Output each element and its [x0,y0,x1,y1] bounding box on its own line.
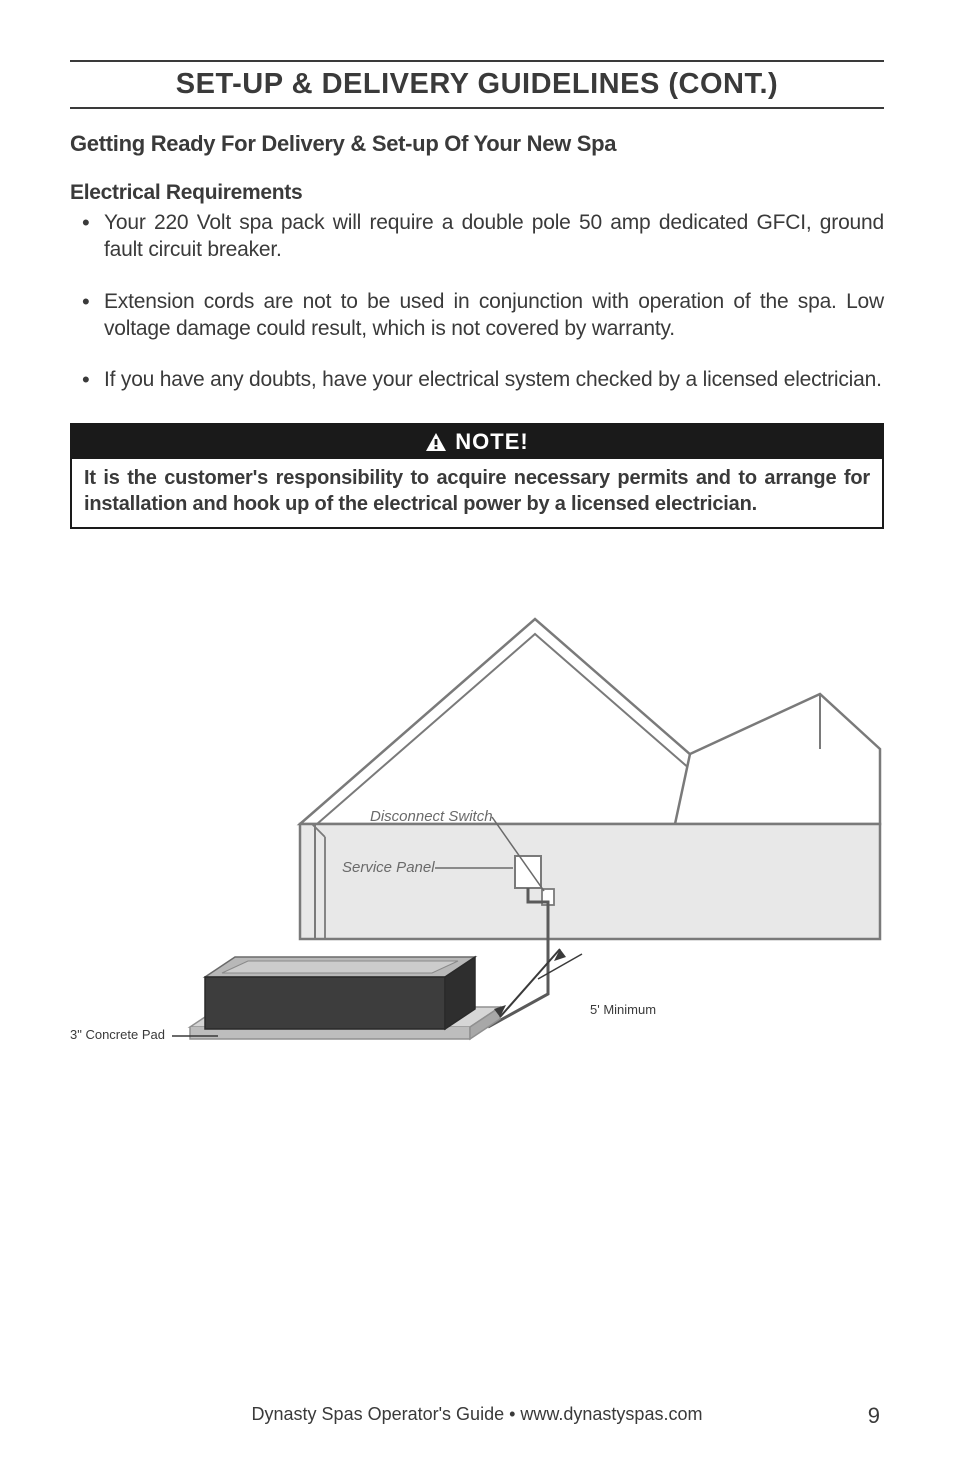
note-header: NOTE! [72,425,882,459]
page-title: SET-UP & DELIVERY GUIDELINES (CONT.) [70,60,884,109]
footer-text: Dynasty Spas Operator's Guide • www.dyna… [0,1404,954,1425]
min-distance-label: 5' Minimum [590,1002,656,1017]
note-body: It is the customer's responsibility to a… [72,459,882,527]
installation-diagram: Disconnect Switch Service Panel 5' Minim… [70,589,884,1114]
page-number: 9 [868,1403,880,1429]
disconnect-label: Disconnect Switch [370,808,493,825]
note-box: NOTE! It is the customer's responsibilit… [70,423,884,529]
bullet-list: Your 220 Volt spa pack will require a do… [70,209,884,393]
section-title: Getting Ready For Delivery & Set-up Of Y… [70,131,884,157]
bullet-item: Extension cords are not to be used in co… [104,288,884,343]
bullet-item: If you have any doubts, have your electr… [104,366,884,393]
subsection-title: Electrical Requirements [70,181,884,205]
service-panel-label: Service Panel [342,859,435,876]
bullet-item: Your 220 Volt spa pack will require a do… [104,209,884,264]
concrete-pad-label: 3" Concrete Pad [70,1027,165,1042]
warning-icon [425,432,447,452]
note-header-text: NOTE! [455,429,528,455]
